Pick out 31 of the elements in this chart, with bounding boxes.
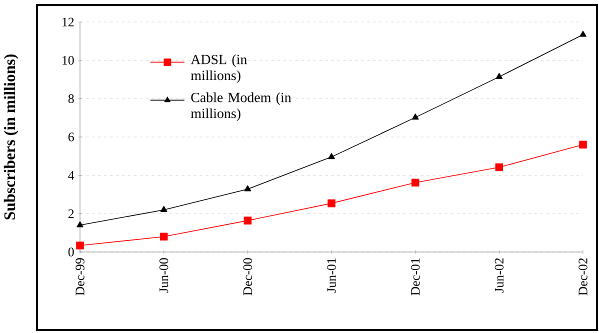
x-tick-label: Jun-00 [159,258,168,293]
y-tick-label: 12 [62,18,74,26]
point [328,199,336,208]
point [411,178,420,186]
point [496,72,503,79]
y-tick-label: 6 [68,132,74,142]
legend-label: ADSL (in millions) [190,54,247,83]
x-tick-label: Dec-00 [243,258,252,296]
x-tick-label: Jun-02 [494,258,504,293]
point [495,163,504,172]
point [76,242,84,250]
legend-label: Cable Modem (in millions) [190,92,292,121]
point [244,216,252,224]
y-tick-label: 4 [68,171,74,180]
point [160,206,168,212]
y-tick-label: 2 [68,209,74,218]
point [580,30,586,37]
x-tick-label: Jun-01 [327,258,336,293]
y-tick-label: 0 [68,248,74,256]
point [244,185,252,192]
point [579,140,587,149]
point [160,232,168,241]
y-axis-title: Subscribers (in millions) [4,54,18,220]
x-tick-label: Dec-99 [76,258,84,296]
point [76,221,84,228]
x-tick-label: Dec-02 [578,258,588,296]
x-tick-label: Dec-01 [410,258,420,296]
y-tick-label: 10 [62,56,74,65]
point [412,114,419,120]
point [328,153,335,160]
y-tick-label: 8 [68,94,74,104]
